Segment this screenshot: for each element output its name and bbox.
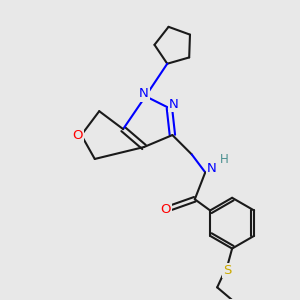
Text: H: H bbox=[219, 153, 228, 167]
Text: O: O bbox=[73, 129, 83, 142]
Text: S: S bbox=[224, 264, 232, 277]
Text: N: N bbox=[207, 162, 217, 175]
Text: N: N bbox=[139, 87, 149, 101]
Text: N: N bbox=[169, 98, 179, 111]
Text: O: O bbox=[160, 203, 171, 216]
